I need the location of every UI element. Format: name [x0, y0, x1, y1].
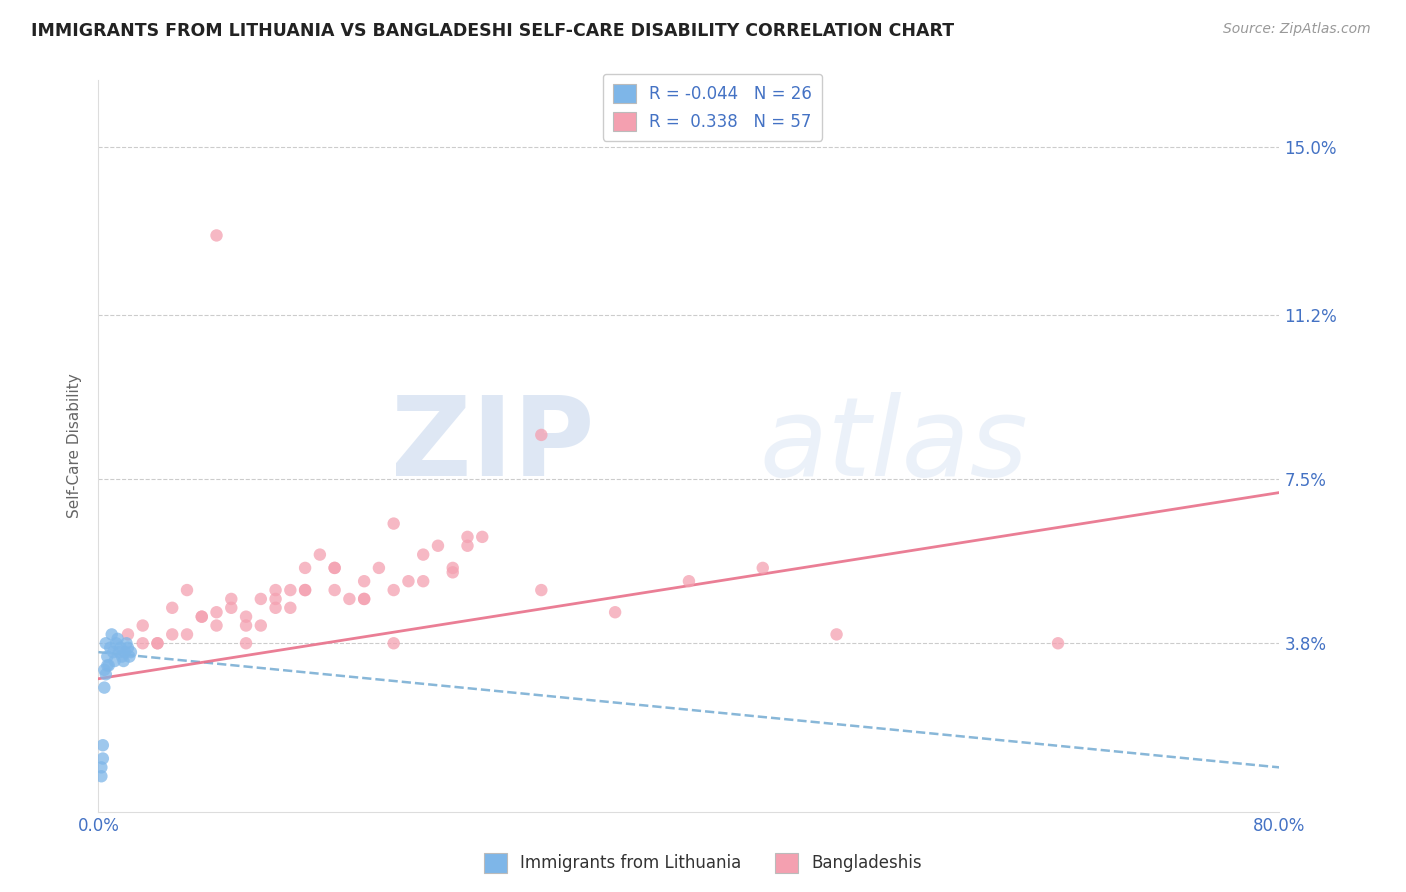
Point — [108, 645, 131, 659]
Point — [110, 640, 132, 655]
Point — [107, 632, 129, 646]
Point — [103, 645, 125, 659]
Point — [294, 561, 316, 575]
Point — [93, 681, 115, 695]
Point — [309, 548, 332, 562]
Point — [441, 566, 464, 580]
Legend: Immigrants from Lithuania, Bangladeshis: Immigrants from Lithuania, Bangladeshis — [477, 847, 929, 880]
Point — [353, 574, 375, 589]
Point — [250, 618, 273, 632]
Point — [132, 636, 155, 650]
Point — [176, 583, 198, 598]
Point — [605, 605, 627, 619]
Point — [382, 516, 405, 531]
Point — [117, 627, 139, 641]
Point — [221, 600, 243, 615]
Point — [111, 649, 134, 664]
Point — [294, 583, 316, 598]
Point — [90, 760, 112, 774]
Point — [191, 609, 214, 624]
Point — [98, 640, 121, 655]
Point — [104, 654, 127, 668]
Point — [280, 600, 302, 615]
Point — [235, 636, 257, 650]
Point — [114, 645, 136, 659]
Point — [117, 640, 139, 655]
Point — [398, 574, 420, 589]
Point — [162, 627, 183, 641]
Point — [91, 738, 114, 752]
Point — [441, 561, 464, 575]
Point — [112, 654, 135, 668]
Point — [97, 658, 120, 673]
Point — [105, 636, 128, 650]
Point — [115, 636, 138, 650]
Point — [205, 618, 228, 632]
Point — [353, 591, 375, 606]
Point — [457, 539, 479, 553]
Point — [96, 649, 118, 664]
Point — [353, 591, 375, 606]
Point — [146, 636, 169, 650]
Point — [176, 627, 198, 641]
Point — [825, 627, 848, 641]
Point — [100, 627, 122, 641]
Point — [205, 228, 228, 243]
Point — [457, 530, 479, 544]
Point — [264, 591, 287, 606]
Point — [250, 591, 273, 606]
Point — [264, 583, 287, 598]
Point — [132, 618, 155, 632]
Point — [323, 561, 346, 575]
Point — [382, 583, 405, 598]
Point — [323, 583, 346, 598]
Point — [471, 530, 494, 544]
Point — [678, 574, 700, 589]
Point — [264, 600, 287, 615]
Text: IMMIGRANTS FROM LITHUANIA VS BANGLADESHI SELF-CARE DISABILITY CORRELATION CHART: IMMIGRANTS FROM LITHUANIA VS BANGLADESHI… — [31, 22, 955, 40]
Legend: R = -0.044   N = 26, R =  0.338   N = 57: R = -0.044 N = 26, R = 0.338 N = 57 — [603, 74, 823, 141]
Point — [93, 663, 115, 677]
Point — [120, 645, 142, 659]
Point — [146, 636, 169, 650]
Text: atlas: atlas — [759, 392, 1028, 500]
Point — [339, 591, 361, 606]
Point — [94, 667, 117, 681]
Point — [382, 636, 405, 650]
Point — [1046, 636, 1070, 650]
Point — [412, 548, 434, 562]
Y-axis label: Self-Care Disability: Self-Care Disability — [67, 374, 83, 518]
Point — [162, 600, 183, 615]
Point — [530, 428, 553, 442]
Point — [90, 769, 112, 783]
Point — [294, 583, 316, 598]
Point — [280, 583, 302, 598]
Point — [427, 539, 450, 553]
Text: Source: ZipAtlas.com: Source: ZipAtlas.com — [1223, 22, 1371, 37]
Point — [96, 658, 118, 673]
Point — [368, 561, 391, 575]
Point — [91, 751, 114, 765]
Point — [752, 561, 775, 575]
Point — [191, 609, 214, 624]
Point — [235, 609, 257, 624]
Text: ZIP: ZIP — [391, 392, 595, 500]
Point — [323, 561, 346, 575]
Point — [94, 636, 117, 650]
Point — [235, 618, 257, 632]
Point — [205, 605, 228, 619]
Point — [530, 583, 553, 598]
Point — [221, 591, 243, 606]
Point — [118, 649, 141, 664]
Point — [412, 574, 434, 589]
